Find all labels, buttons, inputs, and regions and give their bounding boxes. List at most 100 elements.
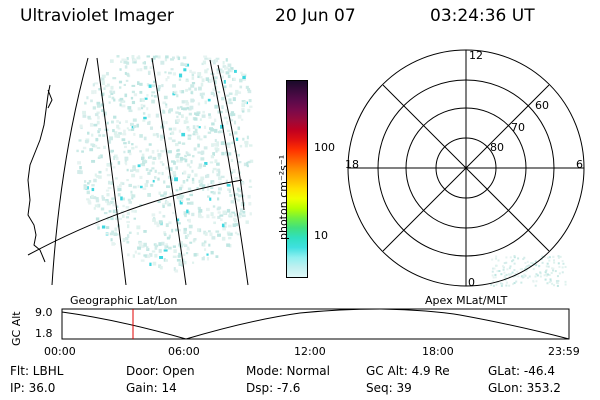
speckle [225, 58, 228, 62]
speckle [159, 134, 163, 138]
speckle [91, 194, 94, 198]
speckle [87, 199, 91, 204]
speckle [203, 135, 207, 139]
speckle [94, 204, 99, 208]
speckle [176, 258, 181, 262]
speckle [553, 284, 556, 287]
speckle [161, 203, 165, 207]
speckle [220, 218, 223, 222]
colorbar-tick-100: 100 [314, 141, 335, 154]
speckle [131, 173, 136, 178]
time-label: 03:24:36 UT [430, 6, 535, 26]
speckle [233, 77, 236, 81]
speckle [177, 56, 181, 61]
speckle [172, 255, 177, 259]
speckle [147, 254, 151, 259]
speckle [552, 255, 555, 258]
speckle [197, 166, 202, 169]
speckle [245, 141, 249, 144]
speckle [141, 244, 145, 249]
speckle [139, 185, 143, 189]
speckle [165, 166, 169, 170]
speckle [123, 150, 126, 154]
speckle [113, 115, 117, 119]
speckle [128, 231, 132, 234]
speckle [157, 172, 161, 175]
speckle [143, 116, 147, 120]
speckle [211, 143, 214, 147]
speckle [131, 84, 136, 87]
speckle [144, 183, 149, 188]
speckle [212, 170, 215, 174]
speckle [224, 221, 227, 225]
speckle [148, 84, 152, 88]
speckle [139, 82, 143, 86]
speckle [206, 173, 210, 178]
speckle [551, 282, 554, 285]
speckle [105, 168, 108, 172]
speckle [175, 121, 179, 124]
speckle [116, 120, 119, 123]
speckle [123, 59, 127, 64]
speckle [162, 205, 165, 209]
speckle [217, 130, 221, 134]
speckle [492, 267, 495, 270]
speckle [122, 133, 127, 136]
speckle [127, 73, 130, 77]
speckle [112, 90, 116, 94]
speckle [136, 68, 140, 72]
speckle [180, 195, 185, 198]
speckle [95, 197, 99, 201]
speckle [227, 129, 230, 132]
speckle [122, 197, 126, 201]
speckle [91, 187, 95, 192]
speckle [176, 118, 181, 123]
speckle [187, 233, 190, 237]
speckle [118, 217, 122, 220]
speckle [194, 112, 197, 115]
speckle [561, 266, 564, 269]
speckle [199, 92, 203, 97]
speckle [117, 127, 121, 130]
speckle [197, 206, 201, 210]
speckle [106, 121, 109, 125]
speckle [211, 122, 215, 126]
speckle [106, 201, 111, 206]
speckle [173, 249, 177, 253]
speckle [523, 273, 526, 276]
speckle [193, 253, 197, 257]
speckle [216, 70, 221, 75]
speckle [181, 241, 184, 245]
speckle [128, 152, 132, 156]
speckle [93, 207, 96, 210]
speckle [164, 148, 168, 153]
speckle [167, 202, 172, 207]
speckle [126, 211, 130, 216]
speckle [136, 232, 139, 235]
speckle [168, 221, 172, 225]
speckle [525, 266, 528, 269]
speckle [94, 173, 97, 177]
speckle [548, 281, 551, 284]
speckle [98, 175, 102, 179]
speckle [196, 135, 201, 140]
speckle [133, 168, 136, 171]
speckle [230, 112, 233, 117]
speckle [193, 147, 197, 151]
speckle [159, 160, 164, 164]
speckle [174, 228, 178, 232]
speckle [173, 91, 176, 95]
speckle [555, 280, 558, 283]
speckle [220, 70, 225, 74]
speckle [186, 106, 189, 110]
speckle [98, 134, 102, 137]
speckle [118, 121, 121, 124]
speckle [181, 107, 185, 111]
speckle [143, 242, 147, 247]
speckle [225, 153, 228, 157]
speckle [184, 154, 187, 158]
speckle [527, 276, 530, 279]
speckle [221, 151, 225, 156]
speckle [94, 144, 98, 148]
speckle [233, 217, 237, 221]
